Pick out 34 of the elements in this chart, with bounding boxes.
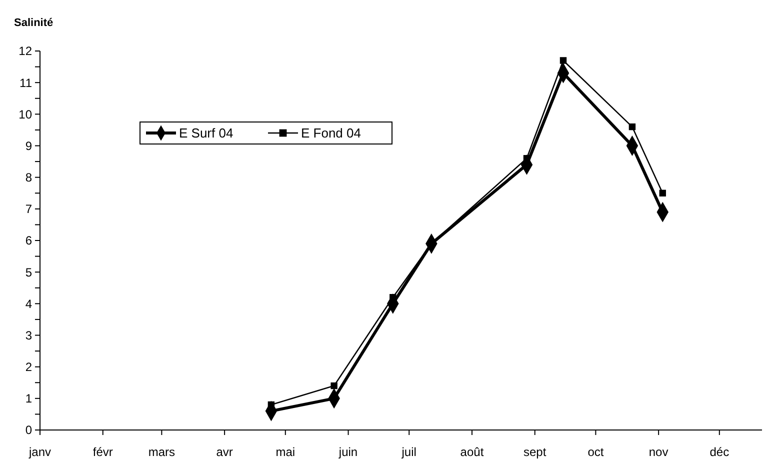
y-tick-label: 5 [25,265,32,280]
x-tick-label: sept [524,445,547,459]
legend-label: E Surf 04 [179,126,234,141]
y-tick-label: 11 [20,76,32,90]
y-tick-label: 1 [25,392,32,406]
point [330,382,338,390]
x-tick-label: avr [216,445,233,459]
y-tick-label: 6 [25,234,32,248]
y-tick-label: 10 [18,107,32,122]
x-tick-label: déc [710,445,730,459]
x-tick-label: nov [648,445,668,459]
y-tick-label: 3 [25,328,32,342]
point [628,123,636,130]
y-tick-label: 7 [25,202,32,216]
chart-title: Salinité [14,17,54,29]
x-tick-label: oct [588,445,604,459]
x-tick-label: mai [276,445,296,459]
y-tick-label: 8 [25,170,32,185]
x-tick-label: juil [400,445,416,459]
point [560,57,567,64]
legend-label: E Fond 04 [301,126,361,141]
x-tick-label: mars [148,445,176,459]
y-tick-label: 9 [25,138,32,153]
x-tick-label: janv [28,445,52,459]
x-tick-label: févr [92,445,113,459]
point [523,155,530,162]
y-tick-label: 2 [25,360,32,374]
point [659,190,666,196]
x-tick-label: juin [338,445,358,459]
point [268,401,275,408]
y-tick-label: 4 [25,296,32,311]
y-tick-label: 12 [18,44,32,58]
x-tick-label: août [460,445,484,459]
y-tick-label: 0 [25,423,32,438]
